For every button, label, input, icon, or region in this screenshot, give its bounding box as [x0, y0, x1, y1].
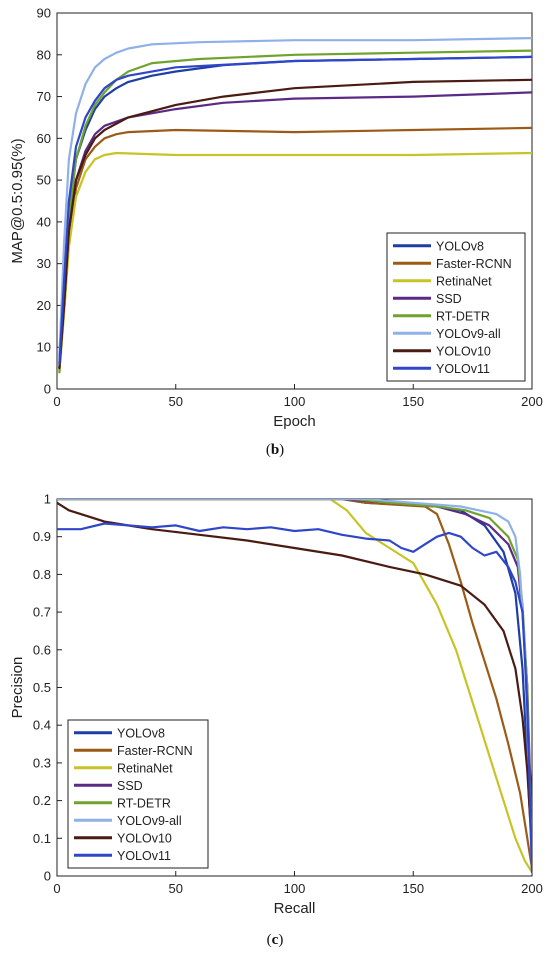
y-tick-label: 10	[37, 340, 51, 355]
legend-label: YOLOv8	[436, 239, 484, 253]
y-tick-label: 0	[44, 869, 51, 884]
legend-box	[67, 719, 209, 869]
y-tick-label: 0.5	[33, 680, 51, 695]
x-tick-label: 100	[284, 394, 306, 409]
y-tick-label: 0.6	[33, 642, 51, 657]
legend-label: YOLOv10	[117, 831, 172, 845]
legend: YOLOv8 Faster-RCNN RetinaNet SSD RT-DETR YOLO…	[386, 232, 526, 382]
y-tick-label: 20	[37, 298, 51, 313]
legend-label: RT-DETR	[117, 796, 171, 810]
legend-label: RetinaNet	[117, 761, 173, 775]
legend-label: YOLOv9-all	[436, 327, 501, 341]
legend-label: RT-DETR	[436, 309, 490, 323]
chart-b: 0 50 100 150 200 0 10 20 30 40 50 60 70 80 90 Epoch MAP@…	[9, 6, 543, 431]
y-tick-label: 0.2	[33, 793, 51, 808]
legend-label: SSD	[436, 292, 462, 306]
x-tick-label: 150	[402, 394, 424, 409]
x-tick-label: 150	[402, 881, 424, 896]
x-tick-label: 200	[521, 881, 543, 896]
caption-b: (b)	[265, 442, 285, 458]
legend-label: YOLOv11	[436, 362, 490, 376]
series-line-faster-rcnn	[57, 499, 532, 870]
x-axis-label: Epoch	[273, 413, 316, 430]
x-tick-label: 0	[53, 881, 60, 896]
series-line-yolov10	[58, 78, 532, 370]
legend-box	[386, 232, 526, 382]
series-group	[58, 36, 532, 374]
y-tick-label: 80	[37, 47, 51, 62]
legend-label: RetinaNet	[436, 274, 492, 288]
caption-c: (c)	[266, 932, 284, 948]
legend-label: Faster-RCNN	[436, 257, 512, 271]
y-tick-label: 60	[37, 131, 51, 146]
y-tick-label: 0.9	[33, 529, 51, 544]
legend-label: YOLOv10	[436, 344, 491, 358]
legend: YOLOv8 Faster-RCNN RetinaNet SSD RT-DETR YOLO…	[67, 719, 209, 869]
x-tick-label: 100	[284, 881, 306, 896]
legend-label: YOLOv8	[117, 726, 165, 740]
x-tick-label: 200	[521, 394, 543, 409]
y-tick-label: 1	[44, 492, 51, 507]
series-line-yolov11	[58, 55, 532, 365]
series-line-yolov9-all	[58, 36, 532, 357]
legend-label: YOLOv11	[117, 849, 171, 863]
y-tick-label: 30	[37, 256, 51, 271]
chart-c: 0 50 100 150 200 0 0.1 0.2 0.3 0.4 0.5 0.6 0.7 0.8 0.9…	[9, 492, 543, 918]
x-axis-label: Recall	[274, 900, 316, 917]
y-tick-label: 0.3	[33, 755, 51, 770]
series-line-yolov11	[57, 522, 532, 874]
y-tick-label: 40	[37, 214, 51, 229]
y-axis-label: Precision	[9, 657, 26, 719]
y-tick-label: 70	[37, 89, 51, 104]
legend-label: YOLOv9-all	[117, 814, 182, 828]
y-axis-label: MAP@0.5:0.95(%)	[9, 138, 26, 263]
x-tick-label: 50	[169, 394, 183, 409]
y-tick-label: 0	[44, 382, 51, 397]
series-line-rt-detr	[58, 49, 532, 374]
series-group	[57, 499, 532, 874]
y-tick-label: 0.4	[33, 718, 51, 733]
y-tick-label: 0.1	[33, 831, 51, 846]
legend-label: SSD	[117, 779, 143, 793]
x-tick-label: 50	[169, 881, 183, 896]
x-tick-label: 0	[53, 394, 60, 409]
series-line-retinanet	[57, 499, 532, 874]
y-tick-label: 50	[37, 173, 51, 188]
legend-label: Faster-RCNN	[117, 744, 193, 758]
y-tick-label: 90	[37, 6, 51, 21]
y-tick-label: 0.8	[33, 567, 51, 582]
y-tick-label: 0.7	[33, 605, 51, 620]
